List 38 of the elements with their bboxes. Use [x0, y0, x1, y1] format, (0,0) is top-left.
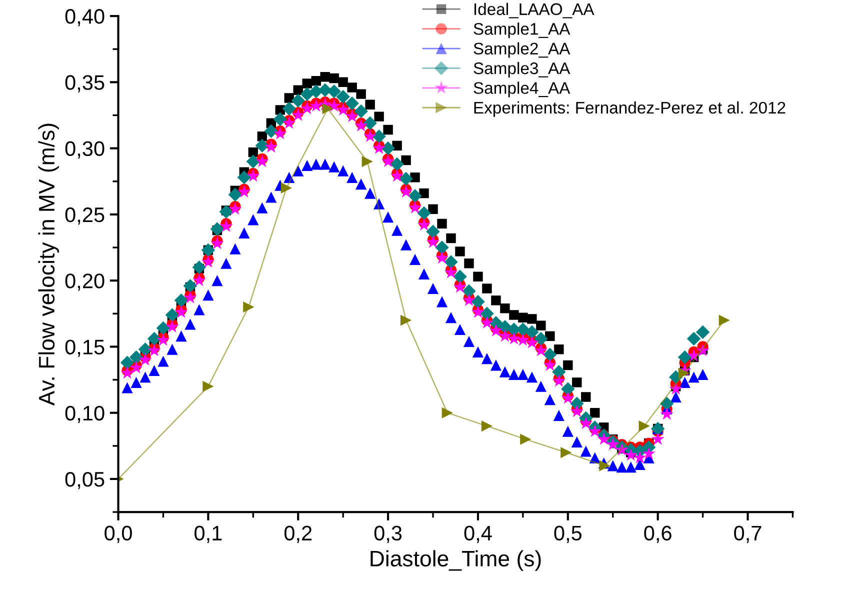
x-tick-label: 0,5 — [554, 526, 582, 543]
y-tick-label: 0,05 — [65, 472, 104, 490]
y-tick-label: 0,25 — [65, 207, 104, 225]
x-tick-label: 0,4 — [464, 526, 492, 543]
y-tick-label: 0,35 — [65, 75, 104, 92]
y-tick-label: 0,40 — [65, 9, 104, 26]
point — [718, 314, 730, 326]
point — [400, 314, 412, 326]
point — [520, 434, 532, 445]
point — [362, 156, 373, 168]
x-tick-label: 0,3 — [374, 526, 402, 543]
point — [243, 301, 254, 313]
x-tick-label: 0,2 — [284, 526, 312, 543]
x-tick-label: 0,1 — [194, 526, 222, 543]
point — [442, 407, 453, 418]
x-tick-label: 0,7 — [734, 526, 762, 543]
y-axis-title: Av. Flow velocity in MV (m/s) — [38, 124, 59, 406]
y-tick-label: 0,30 — [65, 141, 104, 159]
point — [599, 460, 610, 472]
y-tick-label: 0,10 — [65, 406, 104, 424]
point — [678, 368, 690, 379]
legend-label: Sample4_AA — [474, 82, 570, 98]
legend-label: Sample1_AA — [474, 22, 570, 38]
x-axis-title: Diastole_Time (s) — [370, 550, 541, 571]
y-tick-label: 0,20 — [65, 274, 104, 291]
x-tick-label: 0,0 — [104, 526, 132, 543]
point — [481, 420, 493, 432]
y-tick-label: 0,15 — [65, 340, 104, 357]
point — [280, 182, 292, 194]
legend-label: Sample3_AA — [474, 62, 570, 78]
legend-label: Sample2_AA — [474, 42, 570, 58]
point — [560, 446, 572, 458]
legend-label: Ideal_LAAO_AA — [474, 2, 594, 18]
legend-label: Experiments: Fernandez-Perez et al. 2012 — [474, 101, 786, 117]
point — [322, 103, 334, 114]
x-tick-label: 0,6 — [644, 526, 672, 543]
point — [202, 380, 214, 392]
point — [638, 420, 650, 432]
